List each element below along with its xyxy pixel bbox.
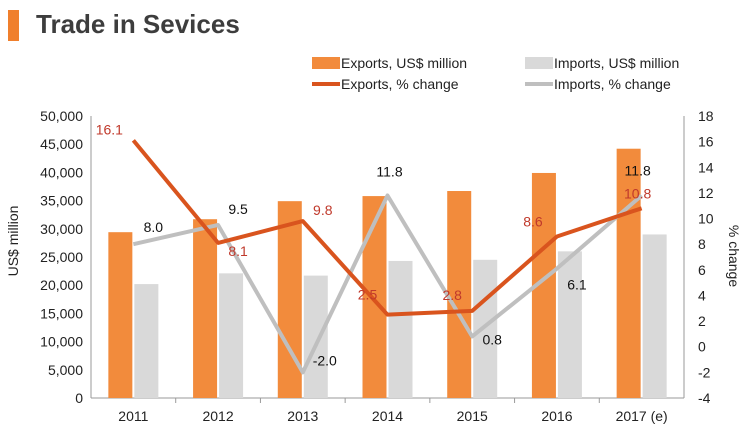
legend-label: Exports, % change (341, 76, 459, 92)
imports-bar (219, 273, 244, 398)
y-tick-label: 30,000 (40, 221, 83, 237)
exports-bar (193, 219, 218, 398)
x-tick-label: 2016 (541, 408, 572, 424)
exports-change-label: 10.8 (624, 185, 651, 201)
imports-change-label: 9.5 (228, 201, 248, 217)
exports-bar (277, 201, 302, 398)
y2-tick-label: 10 (698, 211, 714, 227)
y-tick-label: 20,000 (40, 277, 83, 293)
exports-change-label: 8.1 (228, 243, 248, 259)
imports-bar (388, 260, 413, 398)
x-tick-label: 2011 (118, 408, 148, 424)
chart-bars (108, 148, 667, 398)
exports-change-line (131, 139, 643, 317)
y-tick-label: 35,000 (40, 193, 83, 209)
legend-swatch (525, 57, 553, 69)
imports-change-label: 11.8 (376, 163, 402, 179)
y-tick-label: 0 (75, 390, 83, 406)
legend-label: Imports, US$ million (554, 55, 679, 71)
exports-change-label: 2.8 (442, 287, 462, 303)
title-accent-bar (8, 10, 19, 41)
y-tick-label: 15,000 (40, 305, 83, 321)
x-tick-label: 2017 (e) (616, 408, 668, 424)
chart-data-labels: 16.1 8.1 9.8 2.5 2.8 8.6 10.8 8.0 9.5 -2.0 11.8 0.8… (96, 121, 652, 368)
exports-bar (362, 196, 387, 398)
imports-change-label: 8.0 (144, 219, 164, 235)
y2-tick-label: -4 (698, 390, 711, 406)
x-tick-label: 2012 (202, 408, 233, 424)
imports-bar (473, 259, 498, 398)
chart-axes: 0 5,000 10,000 15,000 20,000 25,000 30,000 35,0… (40, 108, 714, 424)
imports-change-label: 0.8 (482, 331, 502, 347)
y2-tick-label: 12 (698, 185, 714, 201)
imports-bar (642, 234, 667, 398)
x-tick-label: 2014 (372, 408, 403, 424)
imports-bar (134, 284, 159, 398)
legend-label: Exports, US$ million (341, 55, 467, 71)
exports-change-label: 2.5 (358, 287, 378, 303)
legend-label: Imports, % change (554, 76, 671, 92)
legend-swatch (312, 57, 340, 69)
x-tick-label: 2015 (457, 408, 488, 424)
y2-tick-label: 16 (698, 134, 714, 150)
x-tick-label: 2013 (287, 408, 318, 424)
y2-tick-label: 18 (698, 108, 714, 124)
y-tick-label: 50,000 (40, 108, 83, 124)
exports-change-label: 16.1 (96, 121, 123, 137)
exports-change-label: 8.6 (523, 213, 543, 229)
y2-tick-label: 0 (698, 339, 706, 355)
y-tick-label: 45,000 (40, 136, 83, 152)
y2-tick-label: 14 (698, 159, 714, 175)
exports-bar (616, 148, 641, 398)
y2-tick-label: -2 (698, 364, 711, 380)
imports-change-label: 6.1 (567, 277, 587, 293)
imports-change-label: -2.0 (313, 352, 337, 368)
y2-tick-label: 4 (698, 287, 706, 303)
y2-tick-label: 6 (698, 262, 706, 278)
exports-change-label: 9.8 (313, 202, 333, 218)
page-title: Trade in Sevices (36, 9, 240, 39)
exports-bar (447, 191, 472, 398)
imports-bar (557, 251, 582, 398)
y-axis-label: US$ million (5, 206, 21, 277)
y2-axis-label: % change (726, 225, 742, 287)
y-tick-label: 40,000 (40, 164, 83, 180)
y-tick-label: 5,000 (48, 362, 83, 378)
chart-legend: Exports, US$ million Imports, US$ million… (312, 55, 679, 92)
y-tick-label: 25,000 (40, 249, 83, 265)
exports-bar (108, 232, 133, 398)
imports-change-label: 11.8 (625, 162, 651, 178)
imports-change-line (132, 193, 643, 375)
y2-tick-label: 2 (698, 313, 706, 329)
chart-lines (131, 139, 643, 375)
imports-bar (303, 275, 328, 398)
y-tick-label: 10,000 (40, 334, 83, 350)
y2-tick-label: 8 (698, 236, 706, 252)
